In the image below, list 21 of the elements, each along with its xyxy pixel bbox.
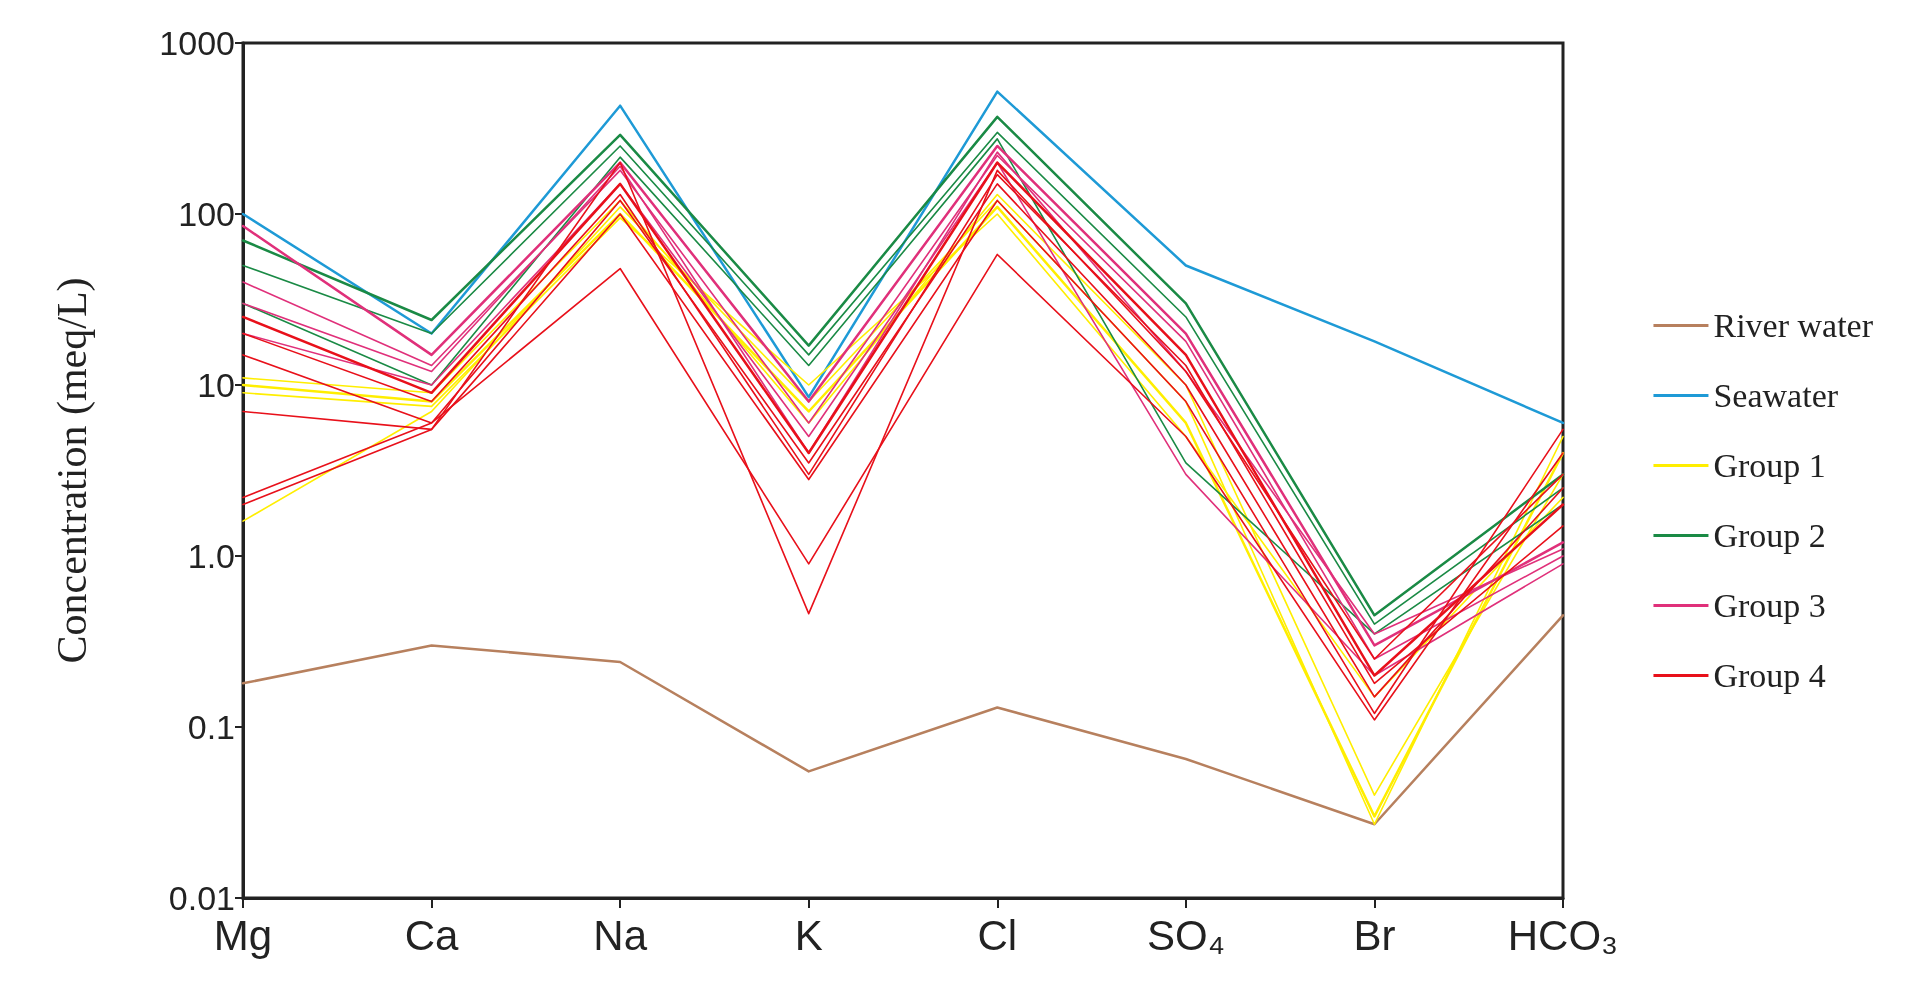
- line-series: [241, 614, 1565, 826]
- x-tick-label: SO₄: [1146, 911, 1225, 959]
- y-tick-label: 100: [178, 195, 235, 233]
- y-tick-label: 10: [197, 366, 235, 404]
- x-tick-label: K: [794, 911, 823, 959]
- legend-label: Seawater: [1713, 377, 1839, 414]
- y-axis-title: Concentration (meq/L): [49, 277, 96, 664]
- y-tick-label: 1.0: [187, 537, 235, 575]
- legend-label: River water: [1713, 307, 1874, 344]
- x-tick-label: Cl: [977, 911, 1018, 959]
- x-tick-label: Na: [593, 911, 648, 959]
- x-tick-label: Ca: [404, 911, 460, 959]
- x-tick-label: Br: [1353, 911, 1396, 959]
- legend-label: Group 3: [1713, 587, 1826, 624]
- legend-label: Group 1: [1713, 447, 1826, 484]
- legend-label: Group 2: [1713, 517, 1826, 554]
- legend-label: Group 4: [1713, 657, 1826, 694]
- y-tick-label: 0.1: [187, 708, 235, 746]
- line-series: [241, 90, 1565, 425]
- y-tick-label: 1000: [159, 24, 235, 62]
- x-tick-label: HCO₃: [1507, 911, 1619, 959]
